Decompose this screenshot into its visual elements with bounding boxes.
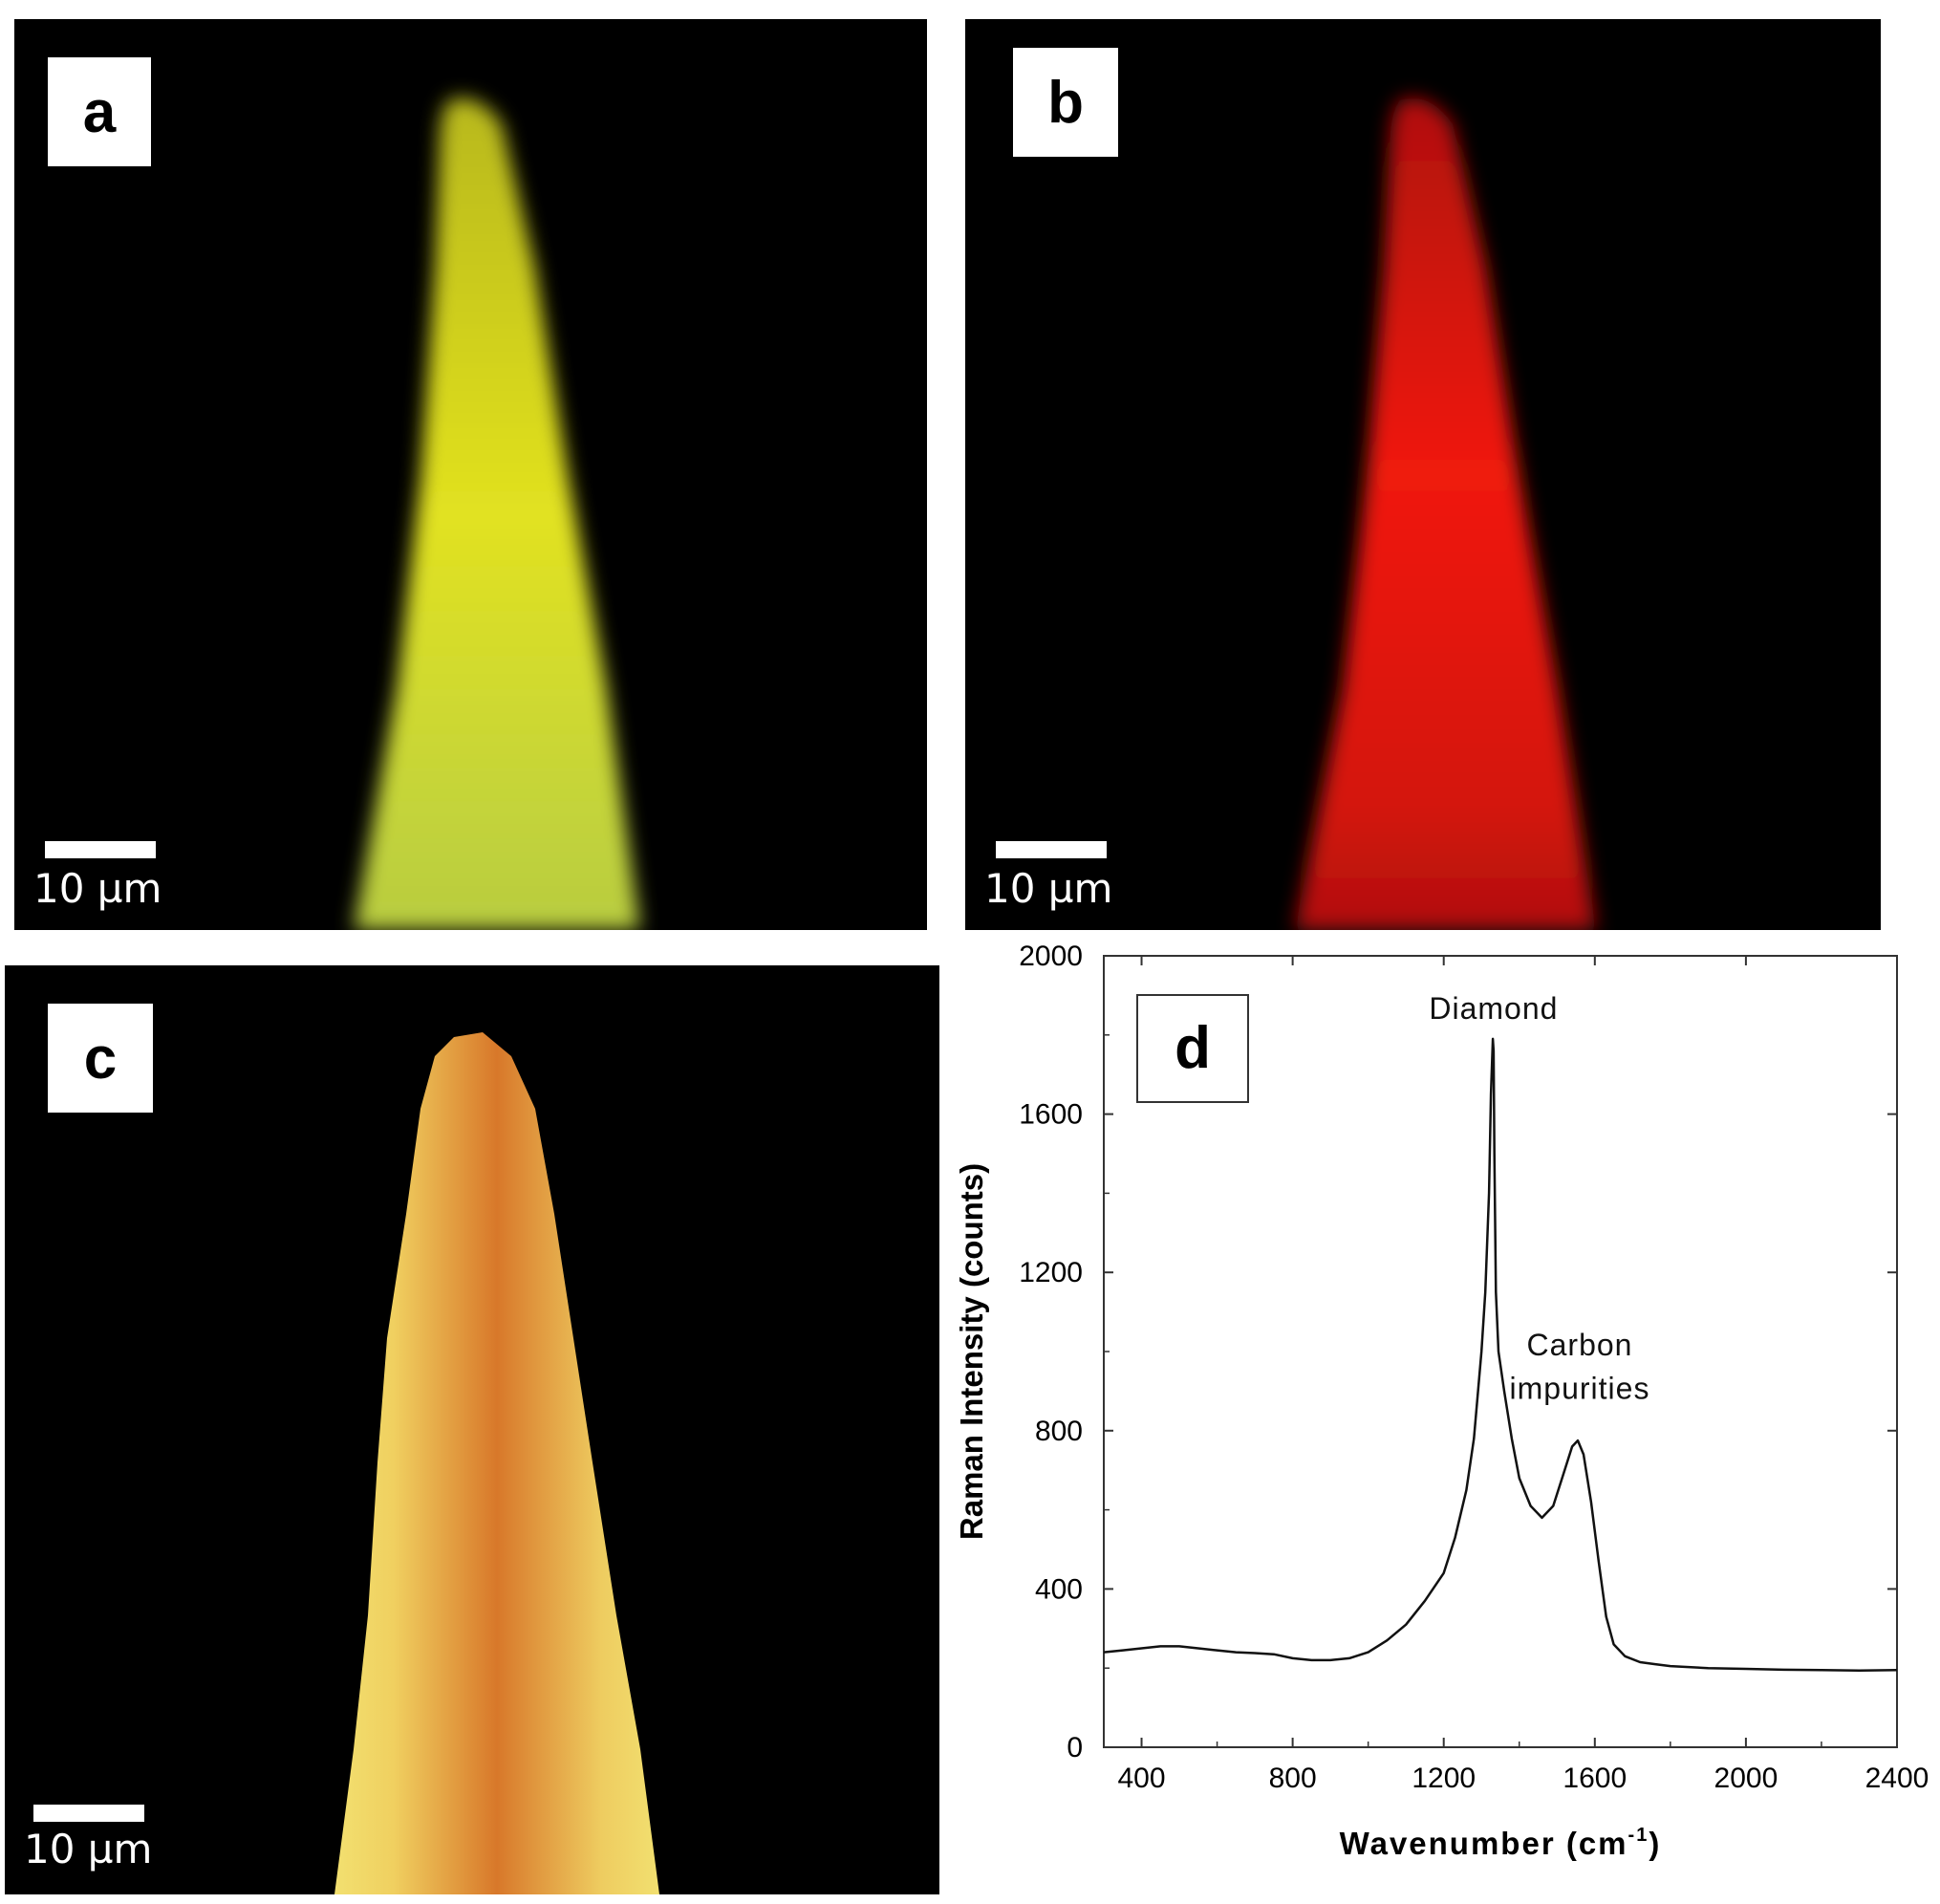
annotation-label: Diamond (1429, 991, 1558, 1026)
x-tick-label: 1200 (1412, 1763, 1476, 1794)
panel-a-micrograph (354, 97, 640, 930)
panel-c-scale-bar (33, 1805, 144, 1822)
y-axis-title: Raman Intensity (counts) (954, 1163, 989, 1540)
y-tick-label: 400 (1035, 1573, 1083, 1605)
panel-b-scale-text: 10 µm (984, 865, 1113, 912)
panel-c-label: c (48, 1004, 153, 1113)
y-tick-label: 800 (1035, 1416, 1083, 1447)
panel-c-map (334, 1032, 659, 1894)
panel-d-label-box (1136, 994, 1249, 1103)
fiber-tip-shape (354, 97, 640, 930)
x-tick-label: 2400 (1865, 1763, 1929, 1794)
y-tick-label: 0 (1067, 1732, 1083, 1763)
panel-a-label: a (48, 57, 151, 166)
panel-c-image: c 10 µm (5, 965, 939, 1894)
y-tick-label: 1600 (1019, 1099, 1083, 1131)
x-tick-label: 800 (1269, 1763, 1317, 1794)
x-axis-title: Wavenumber (cm-1) (1340, 1825, 1662, 1861)
panel-a-image: a 10 µm (14, 19, 927, 930)
panel-b-image: b 10 µm (965, 19, 1881, 930)
panel-b-label: b (1013, 48, 1118, 157)
panel-c-letter: c (83, 1025, 118, 1092)
annotation-label: impurities (1510, 1372, 1650, 1406)
panel-a-scale-bar (45, 841, 156, 858)
x-tick-label: 1600 (1563, 1763, 1627, 1794)
panel-d-chart: 400 800 1200 1600 2000 2400 0 400 800 1200 1600 200… (946, 941, 1940, 1899)
x-tick-label: 2000 (1714, 1763, 1778, 1794)
fiber-tip-shape (334, 1032, 659, 1894)
x-tick-label: 400 (1117, 1763, 1165, 1794)
panel-c-scale-text: 10 µm (24, 1826, 153, 1872)
raman-spectrum-chart: 400 800 1200 1600 2000 2400 0 400 800 1200 1600 200… (954, 941, 1929, 1861)
panel-a-letter: a (82, 78, 117, 145)
panel-a-scale-text: 10 µm (33, 865, 162, 912)
y-tick-label: 2000 (1019, 941, 1083, 972)
panel-b-scale-bar (996, 841, 1107, 858)
fiber-tip-shape (1295, 97, 1596, 930)
panel-b-letter: b (1047, 69, 1084, 136)
panel-b-micrograph (1295, 97, 1596, 930)
y-tick-label: 1200 (1019, 1257, 1083, 1288)
annotation-label: Carbon (1527, 1328, 1633, 1362)
raman-spectrum-line (1103, 1037, 1898, 1672)
panel-d-label: d (1175, 1015, 1211, 1081)
